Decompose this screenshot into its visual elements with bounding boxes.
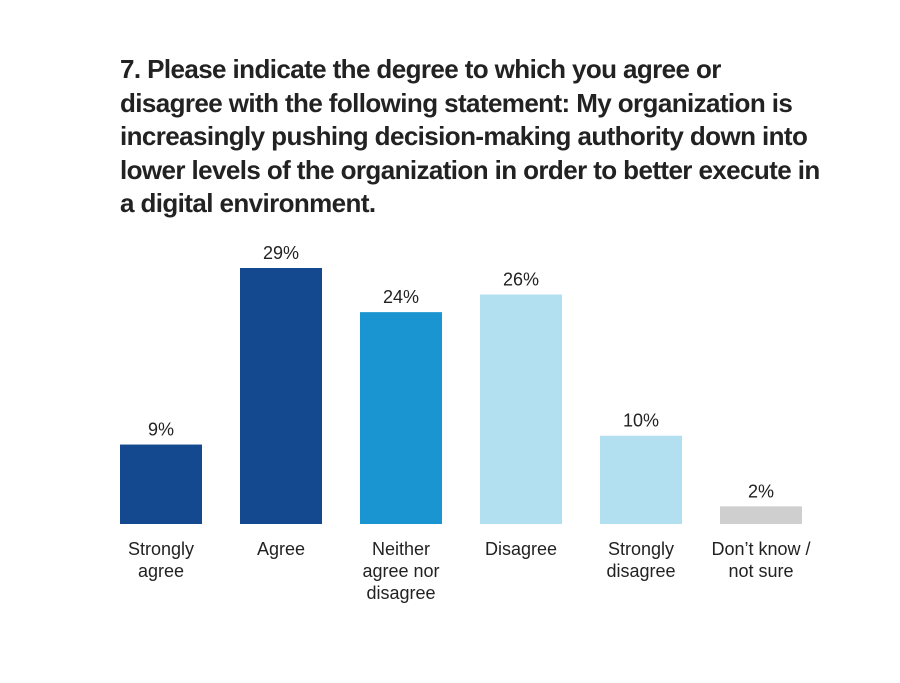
category-label-0: Strongly agree bbox=[128, 539, 194, 581]
category-label-5: Don’t know / not sure bbox=[711, 539, 810, 581]
category-label-4: Strongly disagree bbox=[606, 539, 675, 581]
bar-4 bbox=[600, 435, 682, 524]
chart-title: 7. Please indicate the degree to which y… bbox=[120, 54, 820, 218]
category-label-0-line-1: agree bbox=[138, 561, 184, 581]
category-label-4-line-1: disagree bbox=[606, 561, 675, 581]
value-label-2: 24% bbox=[383, 287, 419, 307]
value-label-1: 29% bbox=[263, 243, 299, 263]
bar-3 bbox=[480, 294, 562, 524]
bar-1 bbox=[240, 268, 322, 524]
category-label-2-line-1: agree nor bbox=[362, 561, 439, 581]
value-label-5: 2% bbox=[748, 481, 774, 501]
category-label-3: Disagree bbox=[485, 539, 557, 559]
category-label-2-line-0: Neither bbox=[372, 539, 430, 559]
category-label-1-line-0: Agree bbox=[257, 539, 305, 559]
bar-2 bbox=[360, 312, 442, 524]
category-label-2-line-2: disagree bbox=[366, 583, 435, 603]
value-label-4: 10% bbox=[623, 411, 659, 431]
category-label-0-line-0: Strongly bbox=[128, 539, 194, 559]
bar-5 bbox=[720, 506, 802, 524]
category-label-1: Agree bbox=[257, 539, 305, 559]
category-label-2: Neither agree nor disagree bbox=[362, 539, 439, 603]
bar-0 bbox=[120, 444, 202, 524]
value-label-0: 9% bbox=[148, 420, 174, 440]
value-label-3: 26% bbox=[503, 269, 539, 289]
category-label-5-line-1: not sure bbox=[728, 561, 793, 581]
category-label-3-line-0: Disagree bbox=[485, 539, 557, 559]
category-label-4-line-0: Strongly bbox=[608, 539, 674, 559]
category-label-5-line-0: Don’t know / bbox=[711, 539, 810, 559]
